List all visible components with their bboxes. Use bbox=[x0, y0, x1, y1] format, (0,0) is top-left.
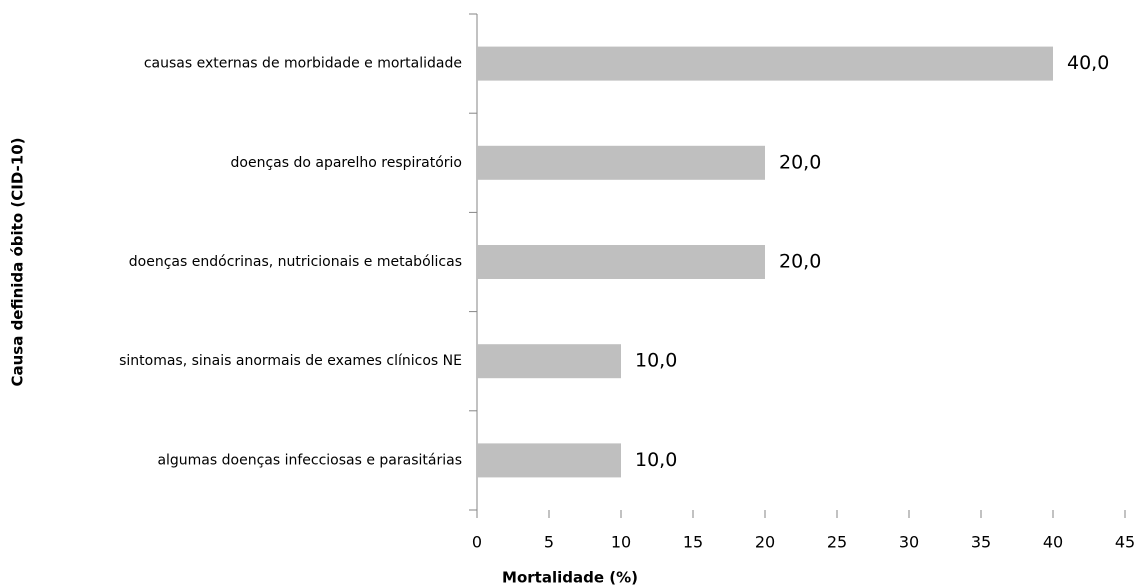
value-label: 20,0 bbox=[779, 251, 821, 273]
bar bbox=[477, 245, 765, 279]
y-tick-label: algumas doenças infecciosas e parasitári… bbox=[157, 452, 462, 468]
x-tick-label: 35 bbox=[971, 533, 991, 552]
x-tick-label: 25 bbox=[827, 533, 847, 552]
x-tick-label: 45 bbox=[1115, 533, 1135, 552]
value-label: 40,0 bbox=[1067, 52, 1109, 74]
x-tick-label: 20 bbox=[755, 533, 775, 552]
value-label: 10,0 bbox=[635, 449, 677, 471]
x-tick-label: 40 bbox=[1043, 533, 1063, 552]
bar bbox=[477, 46, 1053, 81]
x-axis-label: Mortalidade (%) bbox=[502, 569, 638, 587]
bar bbox=[477, 344, 621, 379]
x-tick-label: 10 bbox=[611, 533, 631, 552]
x-tick-label: 5 bbox=[544, 533, 554, 552]
y-tick-label: doenças endócrinas, nutricionais e metab… bbox=[129, 254, 462, 270]
x-tick-label: 0 bbox=[472, 533, 482, 552]
bar bbox=[477, 145, 765, 180]
y-tick-label: doenças do aparelho respiratório bbox=[231, 155, 462, 171]
bar bbox=[477, 443, 621, 478]
y-tick-label: causas externas de morbidade e mortalida… bbox=[144, 56, 462, 72]
y-tick-label: sintomas, sinais anormais de exames clín… bbox=[119, 353, 462, 369]
y-axis-label: Causa definida óbito (CID-10) bbox=[9, 137, 27, 386]
x-tick-label: 15 bbox=[683, 533, 703, 552]
x-tick-label: 30 bbox=[899, 533, 919, 552]
value-label: 20,0 bbox=[779, 151, 821, 173]
value-label: 10,0 bbox=[635, 350, 677, 372]
